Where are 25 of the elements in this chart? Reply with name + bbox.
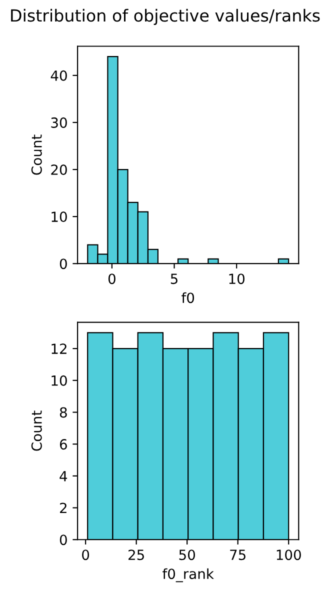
x-tick-label: 75 <box>230 550 246 560</box>
x-tick-label: 0 <box>108 274 116 284</box>
y-tick-label: 0 <box>60 258 67 270</box>
y-tick-label: 6 <box>60 439 67 450</box>
y-tick-label: 0 <box>60 534 67 546</box>
x-tick-label: 5 <box>170 274 178 284</box>
x-tick-label: 50 <box>179 550 195 560</box>
y-tick-label: 20 <box>51 164 67 175</box>
x-tick-label: 10 <box>229 274 244 284</box>
x-axis-title: f0 <box>182 292 194 304</box>
chart-title: Distribution of objective values/ranks <box>11 8 320 26</box>
y-tick-label: 40 <box>50 70 67 81</box>
y-axis-title: Count <box>31 410 42 451</box>
x-tick-label: 100 <box>276 550 301 560</box>
y-tick-label: 10 <box>52 212 67 222</box>
y-tick-label: 30 <box>51 117 67 128</box>
y-tick-label: 8 <box>60 407 67 418</box>
y-tick-label: 4 <box>60 471 68 482</box>
x-axis-title: f0_rank <box>162 568 214 582</box>
x-tick-label: 0 <box>82 550 90 560</box>
y-tick-label: 12 <box>52 344 66 354</box>
x-tick-label: 25 <box>128 550 144 560</box>
y-tick-label: 10 <box>52 375 67 386</box>
y-axis-title: Count <box>31 134 42 175</box>
y-tick-label: 2 <box>60 502 66 514</box>
